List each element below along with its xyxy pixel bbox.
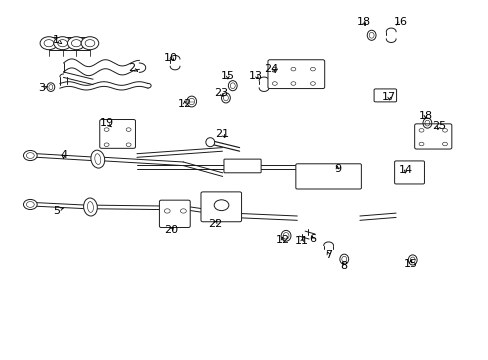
- FancyBboxPatch shape: [414, 124, 451, 149]
- Text: 21: 21: [215, 129, 229, 139]
- Text: 3: 3: [38, 83, 45, 93]
- Text: 18: 18: [418, 111, 431, 121]
- FancyBboxPatch shape: [394, 161, 424, 184]
- Text: 17: 17: [382, 92, 395, 102]
- Text: 23: 23: [214, 88, 227, 98]
- Text: 4: 4: [60, 150, 67, 160]
- Text: 25: 25: [431, 121, 445, 131]
- Text: 14: 14: [398, 165, 412, 175]
- FancyBboxPatch shape: [201, 192, 241, 222]
- Text: 12: 12: [178, 99, 191, 109]
- Text: 15: 15: [403, 258, 417, 269]
- FancyBboxPatch shape: [100, 120, 135, 148]
- Text: 11: 11: [295, 236, 308, 246]
- Ellipse shape: [83, 198, 97, 216]
- Circle shape: [23, 150, 37, 161]
- Circle shape: [81, 37, 99, 50]
- Text: 6: 6: [309, 234, 316, 244]
- FancyBboxPatch shape: [159, 200, 190, 228]
- Text: 8: 8: [340, 261, 347, 271]
- Text: 13: 13: [249, 71, 263, 81]
- Circle shape: [40, 37, 58, 50]
- Circle shape: [54, 37, 71, 50]
- Text: 7: 7: [325, 250, 331, 260]
- Text: 9: 9: [333, 164, 340, 174]
- Circle shape: [67, 37, 85, 50]
- FancyBboxPatch shape: [295, 164, 361, 189]
- Text: 10: 10: [164, 53, 178, 63]
- Text: 15: 15: [221, 71, 234, 81]
- Circle shape: [23, 199, 37, 210]
- Text: 16: 16: [393, 17, 407, 27]
- Ellipse shape: [205, 138, 214, 147]
- Ellipse shape: [91, 150, 104, 168]
- FancyBboxPatch shape: [224, 159, 261, 173]
- Text: 18: 18: [356, 17, 370, 27]
- Text: 12: 12: [275, 235, 289, 246]
- Text: 5: 5: [53, 206, 60, 216]
- Text: 20: 20: [164, 225, 178, 235]
- Text: 2: 2: [128, 63, 135, 73]
- Text: 19: 19: [100, 118, 113, 128]
- FancyBboxPatch shape: [373, 89, 396, 102]
- FancyBboxPatch shape: [267, 60, 324, 89]
- Text: 1: 1: [53, 35, 60, 45]
- Text: 22: 22: [207, 219, 222, 229]
- Text: 24: 24: [264, 64, 278, 74]
